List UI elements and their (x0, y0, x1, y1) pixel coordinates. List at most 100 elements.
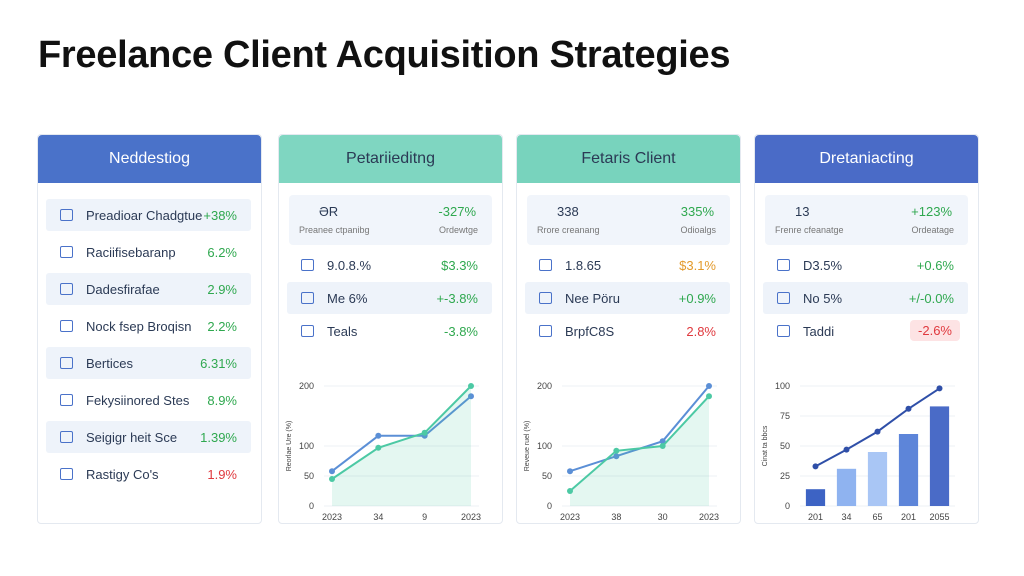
y-tick-label: 200 (299, 381, 314, 391)
row-label: 9.0.8.% (327, 258, 372, 273)
stat-sub-label: Preanee ctpanibg (299, 225, 370, 235)
row: Preadioar Chadgtue +38% (46, 199, 251, 231)
row-icon (301, 325, 314, 337)
point (375, 432, 382, 439)
y-tick-label: 200 (537, 381, 552, 391)
row-icon (301, 292, 314, 304)
row-icon (539, 259, 552, 271)
stat-card: ƏR -327% Preanee ctpanibg Ordewtge (289, 195, 492, 245)
row-icon (777, 259, 790, 271)
y-tick-label: 50 (780, 441, 790, 451)
row-value: +0.9% (678, 291, 716, 306)
panel: Neddestiog Preadioar Chadgtue +38% Raciifis… (37, 134, 262, 524)
x-tick-label: 9 (422, 512, 427, 521)
point (421, 429, 428, 436)
row: No 5% +/-0.0% (763, 282, 968, 314)
row-value: 6.2% (207, 245, 237, 260)
point (468, 393, 474, 400)
row-label: Dadesfirafae (86, 282, 160, 297)
point (874, 428, 881, 435)
row: BrpfC8S 2.8% (525, 315, 730, 347)
stat-card: 338 335% Rrore creanang Odioalgs (527, 195, 730, 245)
stat-value: -327% (438, 204, 476, 219)
bar (929, 406, 950, 506)
panel-header: Dretaniacting (755, 135, 978, 183)
row: Nee Pöru +0.9% (525, 282, 730, 314)
point (706, 393, 712, 400)
point (659, 443, 666, 449)
row: Dadesfirafae 2.9% (46, 273, 251, 305)
bar (805, 489, 826, 506)
row-label: Nee Pöru (565, 291, 620, 306)
row-label: Fekysiinored Stes (86, 393, 190, 408)
point (843, 446, 850, 453)
row: Bertices 6.31% (46, 347, 251, 379)
y-tick-label: 50 (542, 471, 552, 481)
stat-card: 13 +123% Frenre cfeanatge Ordeatage (765, 195, 968, 245)
point (812, 463, 819, 470)
row-icon (60, 431, 73, 443)
row-icon (60, 468, 73, 480)
point (706, 383, 712, 389)
row-icon (60, 246, 73, 258)
stat-sub-label: Rrore creanang (537, 225, 600, 235)
x-tick-label: 34 (841, 512, 851, 521)
point (936, 385, 943, 392)
y-tick-label: 0 (547, 501, 552, 511)
y-tick-label: 0 (309, 501, 314, 511)
y-tick-label: 100 (775, 381, 790, 391)
y-tick-label: 75 (780, 411, 790, 421)
stat-sub-value: Odioalgs (680, 225, 716, 235)
x-tick-label: 30 (658, 512, 668, 521)
row: Me 6% +-3.8% (287, 282, 492, 314)
y-tick-label: 100 (537, 441, 552, 451)
x-tick-label: 2023 (699, 512, 719, 521)
row-icon (777, 325, 790, 337)
y-tick-label: 100 (299, 441, 314, 451)
row-label: BrpfC8S (565, 324, 615, 339)
stat-sub-value: Ordewtge (438, 225, 478, 235)
row: 9.0.8.% $3.3% (287, 249, 492, 281)
row-icon (60, 209, 73, 221)
area (332, 386, 471, 506)
row-label: 1.8.65 (565, 258, 602, 273)
y-axis-label: Reorlae Ure (%) (286, 421, 293, 472)
row-icon (539, 325, 552, 337)
bar (867, 452, 888, 506)
bar (836, 468, 857, 506)
row-value: $3.3% (441, 258, 478, 273)
row: Rastigy Co's 1.9% (46, 458, 251, 490)
row-label: Rastigy Co's (86, 467, 159, 482)
point (905, 405, 912, 412)
row-label: Bertices (86, 356, 133, 371)
panel: Fetaris Client 338 335% Rrore creanang Odioa… (516, 134, 741, 524)
panel: Petariieditng ƏR -327% Preanee ctpanibg Orde… (278, 134, 503, 524)
y-tick-label: 0 (785, 501, 790, 511)
x-tick-label: 2023 (322, 512, 342, 521)
row-value: +0.6% (916, 258, 954, 273)
point (329, 468, 335, 475)
row: Taddi -2.6% (763, 315, 968, 347)
y-tick-label: 25 (780, 471, 790, 481)
point (329, 476, 335, 482)
x-tick-label: 2023 (461, 512, 481, 521)
bar (898, 434, 919, 506)
row-value: 1.9% (207, 467, 237, 482)
row-label: Teals (327, 324, 358, 339)
row-value: 1.39% (200, 430, 237, 445)
row-label: Nock fsep Broqisn (86, 319, 192, 334)
row-icon (60, 320, 73, 332)
x-tick-label: 201 (808, 512, 823, 521)
x-tick-label: 2023 (560, 512, 580, 521)
row-label: Taddi (803, 324, 835, 339)
row-value: +38% (203, 208, 237, 223)
row: Teals -3.8% (287, 315, 492, 347)
line (331, 395, 472, 472)
row-value: -3.8% (444, 324, 478, 339)
line (569, 395, 710, 492)
page-title: Freelance Client Acquisition Strategies (38, 34, 731, 76)
